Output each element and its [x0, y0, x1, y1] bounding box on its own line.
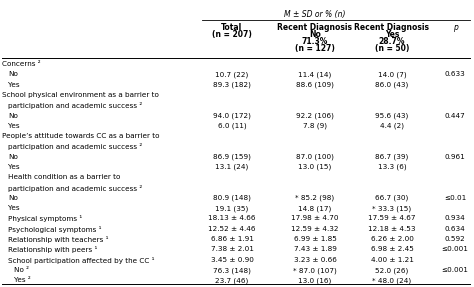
Text: 0.633: 0.633 [445, 71, 465, 77]
Text: 13.0 (15): 13.0 (15) [298, 164, 332, 170]
Text: M ± SD or % (n): M ± SD or % (n) [284, 10, 346, 19]
Text: 6.0 (11): 6.0 (11) [218, 123, 246, 129]
Text: 66.7 (30): 66.7 (30) [375, 195, 409, 201]
Text: 89.3 (182): 89.3 (182) [213, 82, 251, 88]
Text: Recent Diagnosis: Recent Diagnosis [355, 23, 429, 32]
Text: 6.26 ± 2.00: 6.26 ± 2.00 [371, 236, 413, 242]
Text: 6.98 ± 2.45: 6.98 ± 2.45 [371, 247, 413, 252]
Text: (n = 207): (n = 207) [212, 30, 252, 39]
Text: 12.59 ± 4.32: 12.59 ± 4.32 [291, 226, 339, 232]
Text: No ²: No ² [14, 267, 29, 273]
Text: 23.7 (46): 23.7 (46) [215, 277, 249, 284]
Text: 80.9 (148): 80.9 (148) [213, 195, 251, 201]
Text: 76.3 (148): 76.3 (148) [213, 267, 251, 274]
Text: 95.6 (43): 95.6 (43) [375, 113, 409, 119]
Text: 10.7 (22): 10.7 (22) [215, 71, 249, 78]
Text: ≤0.01: ≤0.01 [444, 195, 466, 201]
Text: 13.1 (24): 13.1 (24) [215, 164, 249, 170]
Text: 17.98 ± 4.70: 17.98 ± 4.70 [291, 216, 339, 222]
Text: 0.934: 0.934 [445, 216, 465, 222]
Text: Yes ²: Yes ² [14, 277, 31, 283]
Text: 19.1 (35): 19.1 (35) [215, 205, 249, 212]
Text: participation and academic success ²: participation and academic success ² [8, 102, 142, 109]
Text: participation and academic success ²: participation and academic success ² [8, 144, 142, 150]
Text: 14.0 (7): 14.0 (7) [378, 71, 406, 78]
Text: 6.86 ± 1.91: 6.86 ± 1.91 [210, 236, 254, 242]
Text: 3.45 ± 0.90: 3.45 ± 0.90 [210, 257, 254, 263]
Text: 13.0 (16): 13.0 (16) [298, 277, 332, 284]
Text: 88.6 (109): 88.6 (109) [296, 82, 334, 88]
Text: 4.00 ± 1.21: 4.00 ± 1.21 [371, 257, 413, 263]
Text: * 48.0 (24): * 48.0 (24) [373, 277, 411, 284]
Text: 92.2 (106): 92.2 (106) [296, 113, 334, 119]
Text: Yes: Yes [8, 205, 19, 211]
Text: 18.13 ± 4.66: 18.13 ± 4.66 [208, 216, 256, 222]
Text: No: No [8, 195, 18, 201]
Text: No: No [309, 30, 321, 39]
Text: Total: Total [221, 23, 243, 32]
Text: * 85.2 (98): * 85.2 (98) [295, 195, 335, 201]
Text: No: No [8, 71, 18, 77]
Text: 4.4 (2): 4.4 (2) [380, 123, 404, 129]
Text: Health condition as a barrier to: Health condition as a barrier to [8, 174, 120, 180]
Text: 0.592: 0.592 [445, 236, 465, 242]
Text: ≤0.001: ≤0.001 [442, 247, 468, 252]
Text: 86.7 (39): 86.7 (39) [375, 154, 409, 160]
Text: * 33.3 (15): * 33.3 (15) [373, 205, 411, 212]
Text: 28.7%: 28.7% [379, 37, 405, 46]
Text: 0.961: 0.961 [445, 154, 465, 160]
Text: * 87.0 (107): * 87.0 (107) [293, 267, 337, 274]
Text: 86.0 (43): 86.0 (43) [375, 82, 409, 88]
Text: 17.59 ± 4.67: 17.59 ± 4.67 [368, 216, 416, 222]
Text: 13.3 (6): 13.3 (6) [378, 164, 406, 170]
Text: 11.4 (14): 11.4 (14) [298, 71, 332, 78]
Text: School physical environment as a barrier to: School physical environment as a barrier… [2, 92, 159, 98]
Text: 94.0 (172): 94.0 (172) [213, 113, 251, 119]
Text: Yes: Yes [385, 30, 399, 39]
Text: (n = 50): (n = 50) [375, 44, 409, 53]
Text: Yes: Yes [8, 164, 19, 170]
Text: 7.8 (9): 7.8 (9) [303, 123, 327, 129]
Text: Relationship with teachers ¹: Relationship with teachers ¹ [8, 236, 109, 243]
Text: People’s attitude towards CC as a barrier to: People’s attitude towards CC as a barrie… [2, 133, 159, 139]
Text: Relationship with peers ¹: Relationship with peers ¹ [8, 247, 97, 253]
Text: No: No [8, 154, 18, 160]
Text: 0.634: 0.634 [445, 226, 465, 232]
Text: 3.23 ± 0.66: 3.23 ± 0.66 [293, 257, 337, 263]
Text: (n = 127): (n = 127) [295, 44, 335, 53]
Text: 7.43 ± 1.89: 7.43 ± 1.89 [293, 247, 337, 252]
Text: 52.0 (26): 52.0 (26) [375, 267, 409, 274]
Text: No: No [8, 113, 18, 119]
Text: 12.18 ± 4.53: 12.18 ± 4.53 [368, 226, 416, 232]
Text: 87.0 (100): 87.0 (100) [296, 154, 334, 160]
Text: Yes: Yes [8, 82, 19, 88]
Text: 14.8 (17): 14.8 (17) [298, 205, 332, 212]
Text: 86.9 (159): 86.9 (159) [213, 154, 251, 160]
Text: 7.38 ± 2.01: 7.38 ± 2.01 [210, 247, 254, 252]
Text: Physical symptoms ¹: Physical symptoms ¹ [8, 216, 82, 222]
Text: School participation affected by the CC ¹: School participation affected by the CC … [8, 257, 155, 264]
Text: 12.52 ± 4.46: 12.52 ± 4.46 [208, 226, 256, 232]
Text: 71.3%: 71.3% [302, 37, 328, 46]
Text: 0.447: 0.447 [445, 113, 465, 119]
Text: participation and academic success ²: participation and academic success ² [8, 185, 142, 192]
Text: Concerns ²: Concerns ² [2, 61, 41, 67]
Text: Psychological symptoms ¹: Psychological symptoms ¹ [8, 226, 101, 233]
Text: 6.99 ± 1.85: 6.99 ± 1.85 [293, 236, 337, 242]
Text: Recent Diagnosis: Recent Diagnosis [277, 23, 353, 32]
Text: ≤0.001: ≤0.001 [442, 267, 468, 273]
Text: p: p [453, 23, 457, 32]
Text: Yes: Yes [8, 123, 19, 129]
